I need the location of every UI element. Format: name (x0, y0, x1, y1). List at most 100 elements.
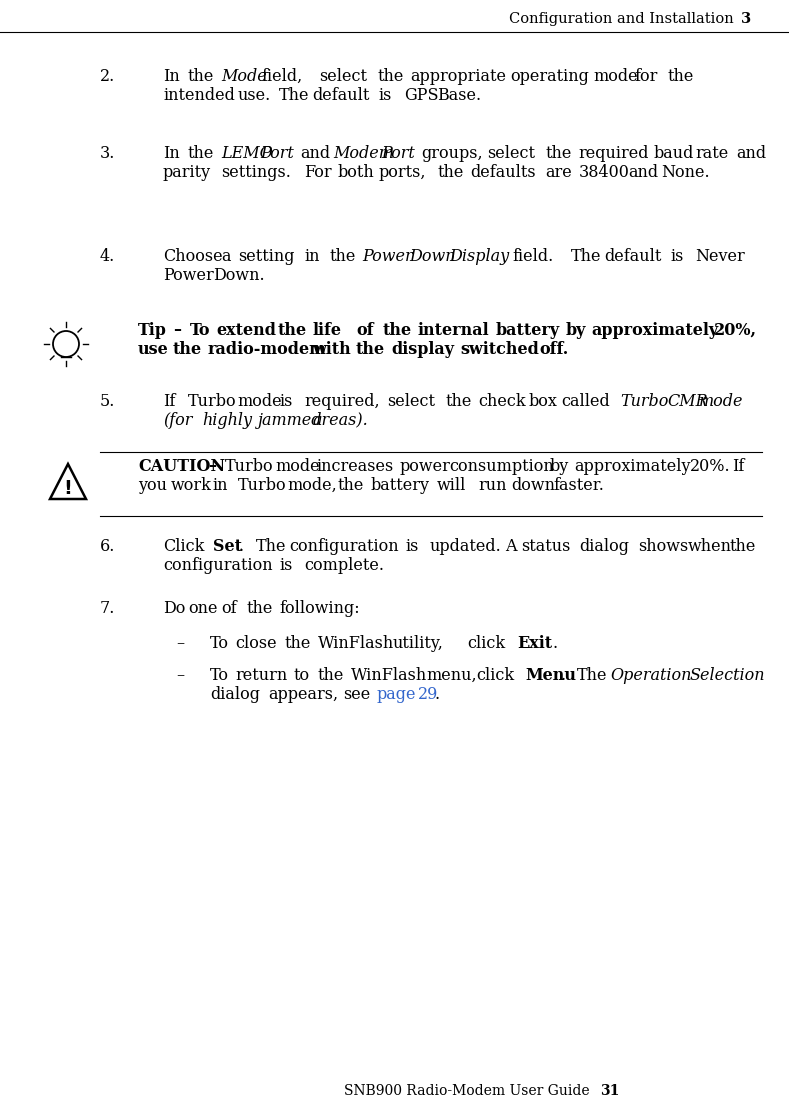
Text: Power: Power (362, 248, 413, 265)
Text: and: and (736, 144, 767, 162)
Text: 31: 31 (600, 1084, 619, 1098)
Text: click: click (467, 635, 506, 652)
Text: configuration: configuration (163, 557, 273, 573)
Text: Turbo: Turbo (620, 393, 668, 410)
Text: –: – (176, 635, 184, 652)
Text: faster.: faster. (553, 477, 604, 494)
Text: mode: mode (699, 393, 743, 410)
Text: following:: following: (279, 600, 360, 617)
Text: in: in (305, 248, 320, 265)
Text: the: the (329, 248, 356, 265)
Text: rate: rate (695, 144, 728, 162)
Text: select: select (488, 144, 535, 162)
Text: and: and (301, 144, 331, 162)
Text: areas).: areas). (313, 412, 368, 429)
Text: 6.: 6. (100, 538, 115, 556)
Text: –: – (173, 323, 181, 339)
Text: 3: 3 (741, 12, 751, 26)
Text: by: by (566, 323, 585, 339)
Text: Port: Port (381, 144, 415, 162)
Text: LEMO: LEMO (221, 144, 273, 162)
Text: Choose: Choose (163, 248, 222, 265)
Text: Display: Display (449, 248, 509, 265)
Text: Click: Click (163, 538, 204, 556)
Text: .: . (552, 635, 557, 652)
Text: The: The (577, 668, 608, 684)
Text: .: . (239, 538, 244, 556)
Text: use.: use. (237, 87, 271, 104)
Text: If: If (163, 393, 175, 410)
Text: approximately: approximately (592, 323, 719, 339)
Text: the: the (338, 477, 364, 494)
Text: one: one (188, 600, 218, 617)
Text: –: – (176, 668, 184, 684)
Text: updated.: updated. (430, 538, 502, 556)
Text: parity: parity (163, 164, 211, 181)
Text: battery: battery (495, 323, 559, 339)
Text: default: default (604, 248, 661, 265)
Text: The: The (256, 538, 286, 556)
Text: Set: Set (213, 538, 242, 556)
Text: Down: Down (409, 248, 456, 265)
Text: –: – (208, 458, 215, 475)
Text: the: the (173, 340, 202, 358)
Text: mode: mode (593, 68, 638, 85)
Text: the: the (437, 164, 463, 181)
Text: To: To (210, 635, 229, 652)
Text: 4.: 4. (100, 248, 115, 265)
Text: select: select (387, 393, 436, 410)
Text: the: the (285, 635, 311, 652)
Text: SNB900 Radio-Modem User Guide: SNB900 Radio-Modem User Guide (344, 1084, 590, 1098)
Text: use: use (138, 340, 169, 358)
Text: ports,: ports, (379, 164, 426, 181)
Text: extend: extend (216, 323, 276, 339)
Text: return: return (235, 668, 287, 684)
Text: the: the (246, 600, 272, 617)
Text: the: the (545, 144, 572, 162)
Text: is: is (279, 557, 293, 573)
Text: WinFlash: WinFlash (318, 635, 394, 652)
Text: a: a (221, 248, 230, 265)
Text: 2.: 2. (100, 68, 115, 85)
Text: see: see (343, 685, 370, 703)
Text: 20%.: 20%. (690, 458, 731, 475)
Text: groups,: groups, (421, 144, 483, 162)
Text: .: . (434, 685, 439, 703)
Text: In: In (163, 144, 180, 162)
Text: The: The (570, 248, 601, 265)
Text: Selection: Selection (690, 668, 765, 684)
Text: In: In (163, 68, 180, 85)
Text: display: display (391, 340, 454, 358)
Text: box: box (529, 393, 557, 410)
Text: utility,: utility, (393, 635, 443, 652)
Text: Turbo: Turbo (188, 393, 237, 410)
Text: Turbo: Turbo (225, 458, 274, 475)
Text: the: the (445, 393, 472, 410)
Text: click: click (476, 668, 514, 684)
Text: the: the (188, 68, 215, 85)
Text: the: the (188, 144, 215, 162)
Text: Mode: Mode (221, 68, 267, 85)
Text: !: ! (64, 479, 73, 498)
Text: 7.: 7. (100, 600, 115, 617)
Text: jammed: jammed (258, 412, 322, 429)
Text: are: are (545, 164, 572, 181)
Text: consumption: consumption (450, 458, 554, 475)
Text: to: to (293, 668, 309, 684)
Text: baud: baud (653, 144, 694, 162)
Text: Configuration and Installation: Configuration and Installation (509, 12, 734, 26)
Text: The: The (279, 87, 310, 104)
Text: is: is (671, 248, 684, 265)
Text: Power: Power (163, 267, 214, 284)
Text: Port: Port (260, 144, 294, 162)
Text: .: . (560, 668, 566, 684)
Text: of: of (356, 323, 373, 339)
Text: will: will (437, 477, 466, 494)
Text: Do: Do (163, 600, 185, 617)
Text: dialog: dialog (580, 538, 630, 556)
Text: off.: off. (539, 340, 568, 358)
Text: 29: 29 (417, 685, 438, 703)
Text: in: in (213, 477, 228, 494)
Text: Operation: Operation (611, 668, 692, 684)
Text: radio-modem: radio-modem (208, 340, 327, 358)
